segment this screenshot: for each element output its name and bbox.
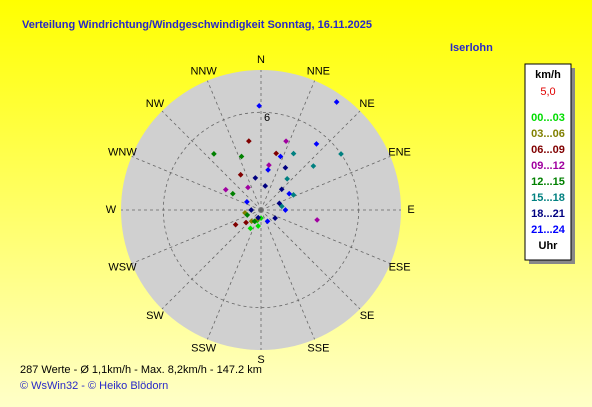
point bbox=[313, 141, 320, 147]
point bbox=[338, 151, 344, 157]
point bbox=[262, 183, 269, 189]
r-tick-label: 6 bbox=[264, 112, 270, 124]
direction-label: NNE bbox=[307, 65, 330, 77]
point bbox=[248, 218, 255, 225]
direction-label: N bbox=[257, 54, 265, 66]
point bbox=[245, 184, 251, 191]
spoke bbox=[207, 209, 262, 340]
point bbox=[333, 99, 340, 105]
spoke bbox=[260, 156, 391, 211]
credit: © WsWin32 - © Heiko Blödorn bbox=[20, 380, 168, 392]
direction-label: E bbox=[407, 204, 414, 216]
point bbox=[244, 212, 251, 218]
point bbox=[314, 217, 320, 223]
point bbox=[255, 214, 262, 221]
direction-label: SSE bbox=[307, 342, 329, 354]
direction-label: WSW bbox=[108, 261, 137, 273]
spoke bbox=[161, 110, 262, 211]
point bbox=[290, 192, 297, 198]
spoke bbox=[207, 80, 262, 211]
direction-label: NE bbox=[359, 98, 374, 110]
legend-entry: 21...24 bbox=[531, 224, 566, 236]
point bbox=[251, 218, 258, 225]
point bbox=[248, 207, 255, 213]
point bbox=[282, 164, 289, 171]
spoke bbox=[260, 209, 315, 340]
legend-entry: 12...15 bbox=[531, 176, 565, 188]
point bbox=[222, 186, 229, 193]
legend-footer: Uhr bbox=[539, 240, 559, 252]
direction-label: ESE bbox=[389, 261, 411, 273]
point bbox=[273, 150, 279, 157]
legend-entry: 03...06 bbox=[531, 128, 565, 140]
point bbox=[310, 163, 317, 169]
footer: 287 Werte - Ø 1,1km/h - Max. 8,2km/h - 1… bbox=[20, 364, 262, 376]
spoke bbox=[260, 110, 361, 211]
point bbox=[283, 138, 289, 144]
legend-entry: 00...03 bbox=[531, 112, 565, 124]
legend-entry: 15...18 bbox=[531, 192, 565, 204]
point bbox=[278, 186, 285, 193]
location: Iserlohn bbox=[450, 42, 493, 54]
spoke bbox=[260, 209, 391, 264]
spoke bbox=[260, 209, 361, 310]
point bbox=[232, 221, 239, 228]
direction-label: NNW bbox=[190, 65, 217, 77]
point bbox=[211, 151, 217, 157]
point bbox=[277, 153, 284, 160]
point bbox=[238, 153, 245, 160]
point bbox=[246, 138, 252, 144]
point bbox=[276, 200, 283, 207]
point bbox=[243, 219, 249, 226]
point bbox=[266, 162, 272, 168]
chart-title: Verteilung Windrichtung/Windgeschwindigk… bbox=[22, 19, 372, 31]
direction-label: WNW bbox=[108, 147, 137, 159]
point bbox=[272, 215, 278, 221]
direction-label: NW bbox=[146, 98, 165, 110]
point bbox=[255, 223, 262, 229]
point bbox=[264, 218, 271, 225]
legend-value: 5,0 bbox=[540, 86, 555, 98]
point bbox=[286, 190, 293, 197]
direction-label: W bbox=[106, 204, 117, 216]
legend bbox=[524, 63, 572, 261]
direction-label: SSW bbox=[191, 342, 217, 354]
legend-entry: 06...09 bbox=[531, 144, 565, 156]
grid-ring bbox=[162, 111, 360, 309]
spoke bbox=[260, 80, 315, 211]
point bbox=[284, 175, 290, 182]
point bbox=[252, 175, 259, 181]
point bbox=[244, 199, 250, 205]
direction-label: SE bbox=[360, 310, 375, 322]
point bbox=[290, 150, 297, 157]
point bbox=[256, 103, 263, 109]
point bbox=[237, 171, 244, 178]
direction-label: SW bbox=[146, 310, 164, 322]
point bbox=[265, 167, 271, 173]
spoke bbox=[161, 209, 262, 310]
spoke bbox=[131, 209, 262, 264]
point bbox=[229, 190, 236, 197]
point bbox=[282, 207, 289, 213]
direction-label: S bbox=[257, 354, 264, 366]
legend-entry: 09...12 bbox=[531, 160, 565, 172]
legend-unit: km/h bbox=[535, 69, 561, 81]
direction-label: ENE bbox=[388, 147, 411, 159]
spoke bbox=[131, 156, 262, 211]
point bbox=[247, 225, 254, 232]
legend-entry: 18...21 bbox=[531, 208, 565, 220]
